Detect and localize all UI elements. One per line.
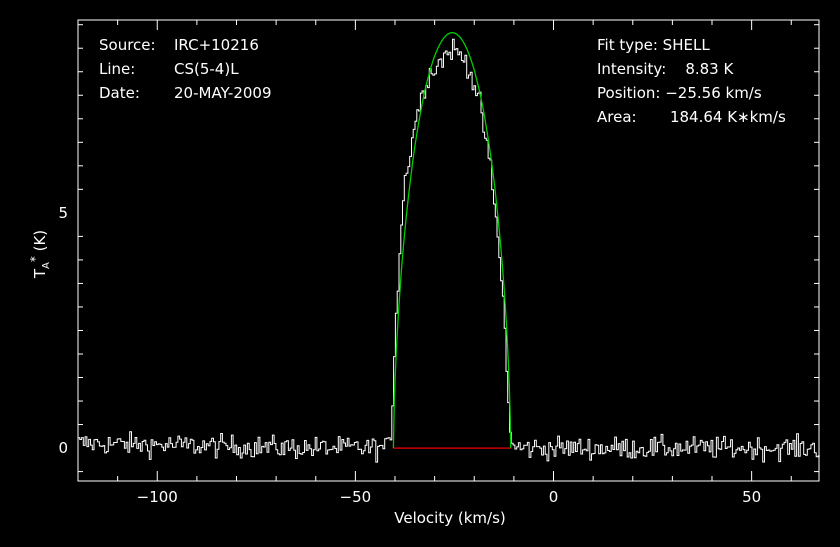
fit-type-text: Fit type: SHELL	[597, 36, 710, 54]
date-row: Date: 20-MAY-2009	[99, 81, 329, 105]
x-tick-label: −100	[137, 488, 178, 506]
position-row: Position: −25.56 km/s	[597, 81, 827, 105]
area-row: Area: 184.64 K∗km/s	[597, 105, 827, 129]
date-key: Date:	[99, 84, 140, 102]
position-text: Position: −25.56 km/s	[597, 84, 762, 102]
x-tick-label: −50	[340, 488, 372, 506]
source-value: IRC+10216	[174, 36, 259, 54]
source-row: Source: IRC+10216	[99, 33, 329, 57]
y-tick-label: 5	[58, 204, 68, 222]
x-tick-label: 0	[549, 488, 559, 506]
intensity-text: Intensity: 8.83 K	[597, 60, 734, 78]
source-key: Source:	[99, 36, 156, 54]
date-value: 20-MAY-2009	[174, 84, 272, 102]
line-value: CS(5-4)L	[174, 60, 239, 78]
y-ticks: 05	[58, 24, 819, 473]
line-key: Line:	[99, 60, 136, 78]
plot-frame	[77, 19, 820, 482]
fit-info-panel: Fit type: SHELL Intensity: 8.83 K Positi…	[597, 33, 827, 133]
y-axis-label-text: TA* (K)	[28, 229, 52, 279]
x-tick-label: 50	[742, 488, 761, 506]
area-text: Area: 184.64 K∗km/s	[597, 108, 786, 126]
spectrum-series	[78, 38, 820, 463]
x-axis-label: Velocity (km/s)	[394, 509, 506, 527]
y-tick-label: 0	[58, 439, 68, 457]
x-ticks: −100 −50 0 50	[77, 20, 792, 506]
line-row: Line: CS(5-4)L	[99, 57, 329, 81]
y-axis-label: TA* (K)	[28, 224, 52, 284]
fit-type-row: Fit type: SHELL	[597, 33, 827, 57]
intensity-row: Intensity: 8.83 K	[597, 57, 827, 81]
source-info-panel: Source: IRC+10216 Line: CS(5-4)L Date: 2…	[99, 33, 329, 113]
shell-fit-curve	[392, 32, 512, 449]
